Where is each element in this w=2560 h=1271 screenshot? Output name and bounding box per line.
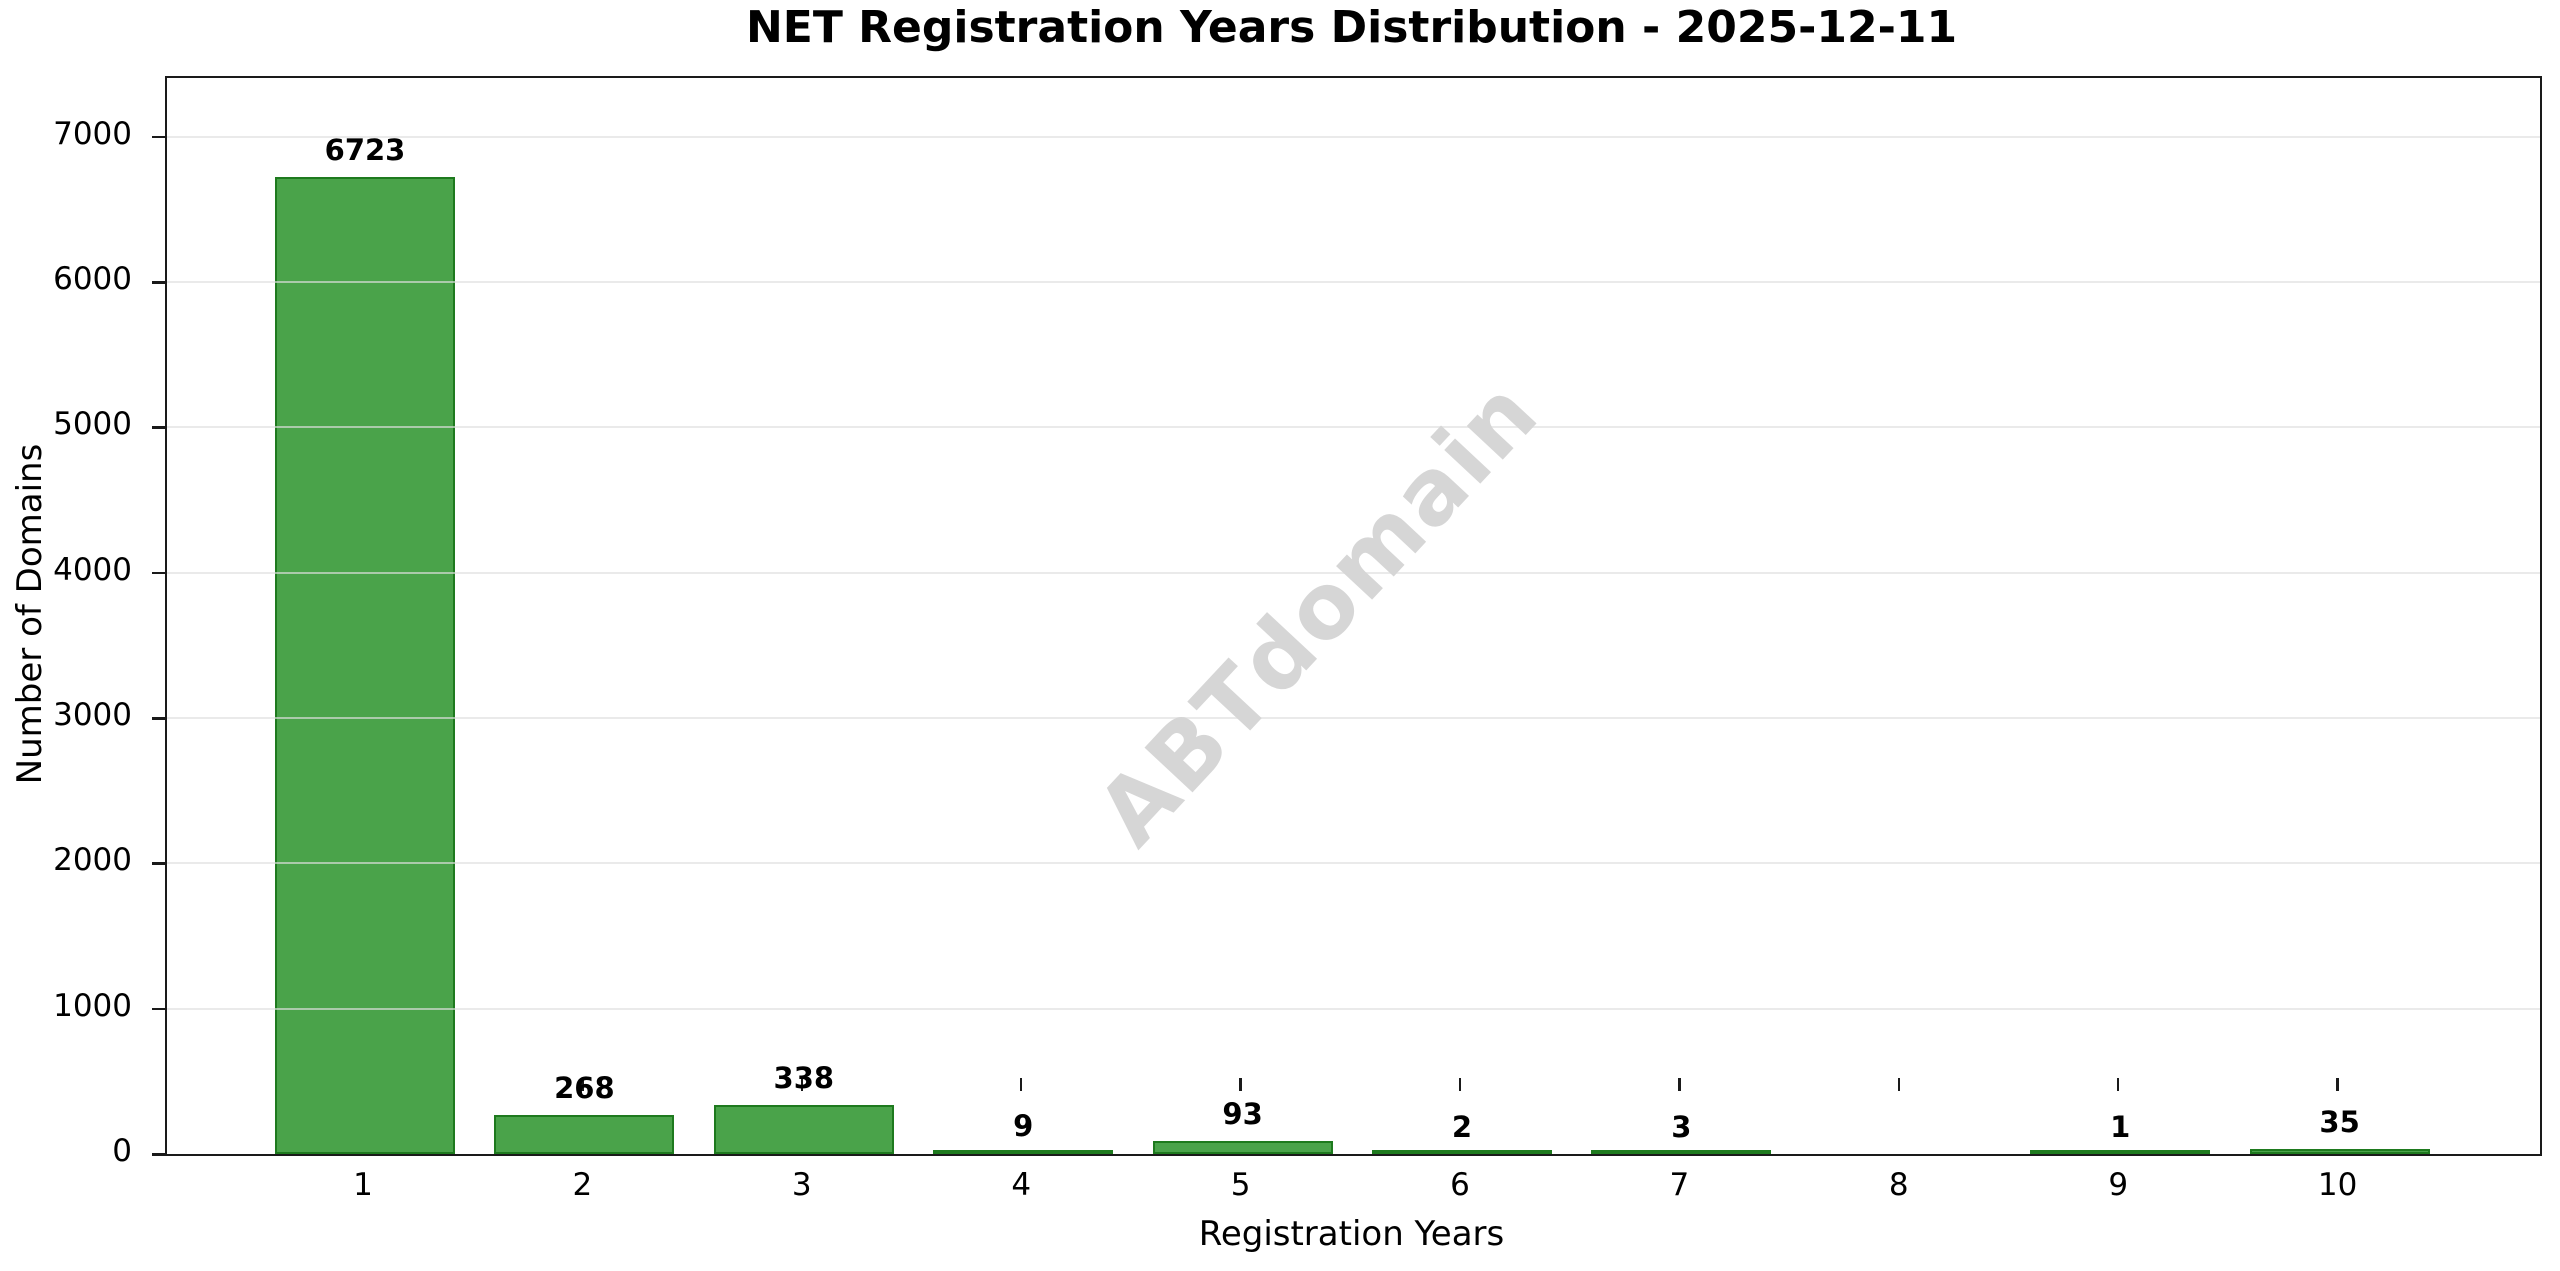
y-tick-label: 0 [112, 1133, 132, 1169]
plot-area: ABTdomain 6723 268 338 9 93 2 3 1 35 [152, 76, 2542, 1156]
x-tick-mark [1897, 1078, 1901, 1091]
y-tick-mark [152, 1153, 165, 1156]
x-tick-mark [1678, 1078, 1681, 1091]
x-tick-label: 2 [572, 1167, 593, 1203]
x-tick-mark [2336, 1078, 2339, 1091]
chart-title: NET Registration Years Distribution - 20… [745, 2, 1958, 53]
bar-value-label: 9 [1013, 1108, 1034, 1143]
x-tick-label: 6 [1450, 1167, 1470, 1203]
gridline [167, 571, 2540, 574]
y-tick-label: 5000 [53, 406, 132, 443]
bar-value-label: 35 [2319, 1104, 2360, 1139]
x-axis-label: Registration Years [1198, 1214, 1505, 1254]
gridline [167, 862, 2540, 865]
bar [1591, 1150, 1772, 1154]
gridline [167, 717, 2540, 720]
watermark: ABTdomain [1077, 360, 1559, 866]
x-tick-mark [1458, 1078, 1462, 1091]
y-tick-label: 6000 [53, 261, 132, 298]
y-tick-label: 1000 [53, 987, 132, 1024]
x-tick-label: 10 [2317, 1167, 2358, 1203]
gridline [167, 1007, 2540, 1010]
x-tick-label: 1 [353, 1167, 373, 1203]
x-tick-label: 3 [791, 1167, 812, 1203]
gridline [167, 135, 2540, 138]
bar-value-label: 6723 [324, 132, 406, 167]
bar-value-label: 3 [1671, 1109, 1692, 1144]
bar [1152, 1140, 1333, 1154]
bar [275, 176, 455, 1154]
x-tick-mark [1239, 1078, 1242, 1091]
y-tick-mark [152, 717, 165, 720]
bar [2030, 1150, 2211, 1154]
x-tick-label: 9 [2108, 1167, 2129, 1203]
y-tick-label: 7000 [53, 115, 132, 152]
bar-value-label: 2 [1451, 1109, 1473, 1144]
bar-value-label: 268 [554, 1071, 615, 1106]
bar [713, 1104, 894, 1154]
x-tick-mark [1019, 1078, 1023, 1091]
x-tick-label: 4 [1011, 1167, 1032, 1203]
x-tick-label: 7 [1669, 1167, 1690, 1203]
bar [1372, 1150, 1552, 1154]
bar [933, 1150, 1114, 1154]
y-tick-mark [152, 426, 165, 429]
x-tick-label: 5 [1230, 1167, 1251, 1203]
y-tick-label: 4000 [53, 551, 132, 588]
y-tick-label: 3000 [53, 697, 132, 734]
bar [494, 1115, 675, 1154]
x-tick-mark [581, 1078, 584, 1091]
y-tick-mark [152, 281, 165, 284]
y-tick-mark [152, 571, 165, 575]
y-tick-mark [152, 862, 165, 865]
y-tick-label: 2000 [53, 842, 132, 879]
x-tick-label: 8 [1888, 1167, 1909, 1203]
bar-value-label: 93 [1222, 1096, 1263, 1131]
x-tick-mark [800, 1078, 804, 1091]
bar-value-label: 1 [2110, 1109, 2131, 1144]
bar [2249, 1148, 2430, 1154]
y-axis-label: Number of Domains [10, 443, 50, 785]
y-tick-mark [152, 1007, 165, 1011]
gridline [167, 281, 2540, 284]
gridline [167, 426, 2540, 429]
bar-value-label: 338 [773, 1060, 835, 1095]
y-tick-mark [152, 135, 165, 139]
x-tick-mark [2116, 1078, 2120, 1091]
